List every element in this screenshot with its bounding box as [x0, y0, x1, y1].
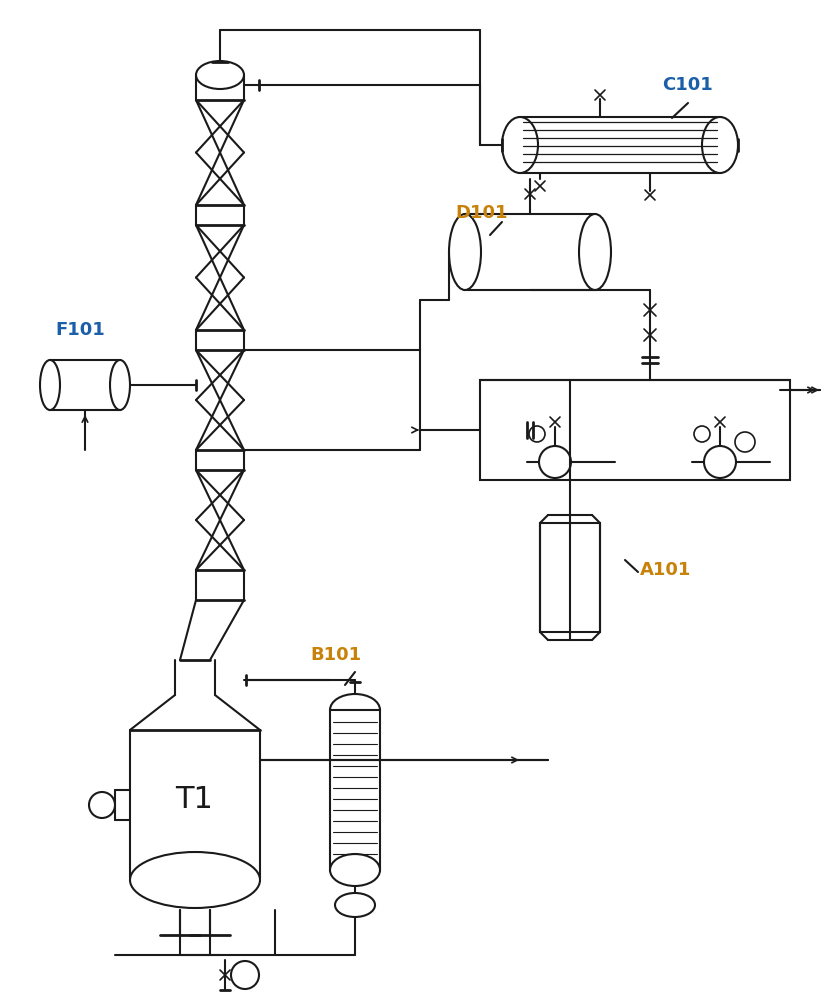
Circle shape	[694, 426, 710, 442]
Ellipse shape	[502, 117, 538, 173]
Ellipse shape	[110, 360, 130, 410]
Ellipse shape	[130, 852, 260, 908]
Bar	[50, 360, 120, 410]
Ellipse shape	[40, 360, 60, 410]
Ellipse shape	[330, 854, 380, 886]
Circle shape	[231, 961, 259, 989]
Ellipse shape	[702, 117, 738, 173]
Text: D101: D101	[455, 204, 508, 222]
Text: F101: F101	[55, 321, 105, 339]
Ellipse shape	[579, 214, 611, 290]
Bar	[540, 523, 600, 632]
Text: A101: A101	[640, 561, 691, 579]
Bar	[465, 214, 595, 290]
Text: T1: T1	[175, 786, 213, 814]
Circle shape	[89, 792, 115, 818]
Circle shape	[735, 432, 755, 452]
Bar	[330, 710, 380, 870]
Ellipse shape	[449, 214, 481, 290]
Circle shape	[539, 446, 571, 478]
Text: B101: B101	[310, 646, 361, 664]
Circle shape	[704, 446, 736, 478]
Bar	[480, 380, 790, 480]
Bar	[520, 117, 720, 173]
Circle shape	[529, 426, 545, 442]
Text: C101: C101	[662, 76, 713, 94]
Ellipse shape	[196, 61, 244, 89]
Ellipse shape	[335, 893, 375, 917]
Ellipse shape	[330, 694, 380, 726]
